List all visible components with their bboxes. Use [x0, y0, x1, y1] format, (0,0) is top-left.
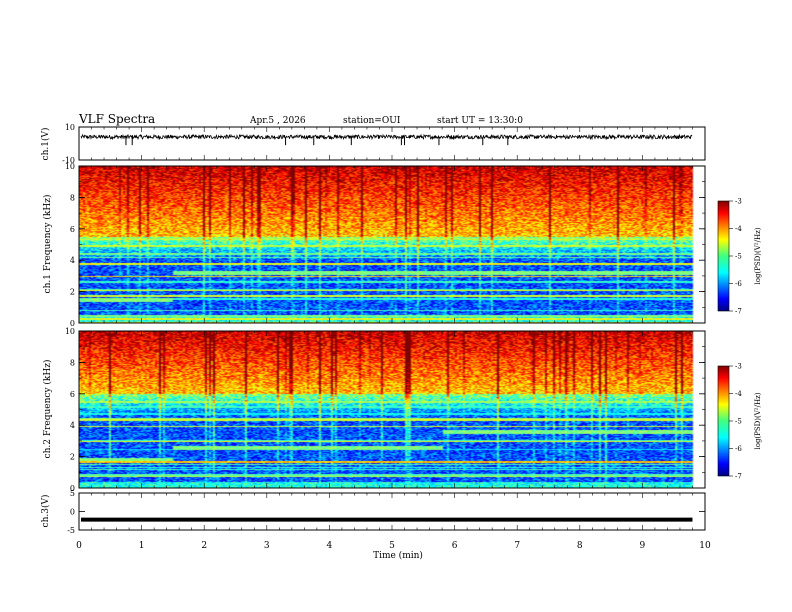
time-axis-tick-label: 3 [264, 541, 270, 551]
time-axis-tick-label: 8 [577, 541, 583, 551]
ch1-waveform-trace [80, 133, 693, 141]
date-label: Apr.5 , 2026 [249, 116, 306, 126]
cb1-tick-label: -7 [735, 308, 742, 316]
ch3-ytick-label: 0 [70, 508, 75, 517]
spec2-ytick-label: 2 [70, 453, 75, 462]
ch2-spectrogram-ylabel-text: ch.2 Frequency (kHz) [42, 360, 53, 459]
time-axis-tick-label: 6 [452, 541, 458, 551]
ch1-colorbar-gradient [717, 200, 730, 312]
spec2-ytick-label: 6 [70, 390, 75, 399]
ch3-waveform-ylabel: ch.3(V) [40, 495, 51, 528]
ch1-spectrogram-ylabel: ch.1 Frequency (kHz) [42, 195, 53, 294]
cb2-tick-label: -4 [735, 390, 742, 398]
time-axis: 0 1 2 3 4 5 6 7 8 9 10 [76, 541, 711, 551]
ch2-colorbar-label: log(PSD)(V²/Hz) [754, 392, 762, 449]
spec1-ytick-label: 8 [70, 193, 75, 202]
cb2-tick-label: -3 [735, 363, 742, 371]
spec1-ytick-label: 10 [65, 162, 75, 171]
spec1-ytick-label: 0 [70, 319, 75, 328]
time-axis-tick-label: 0 [76, 541, 82, 551]
ch1-ytick-label: -10 [62, 156, 75, 165]
ch1-waveform-panel: 10 -10 ch.1(V) [40, 123, 706, 165]
cb1-tick-label: -3 [735, 198, 742, 206]
spec1-ytick-label: 4 [70, 256, 75, 265]
ch1-spectrogram-image [79, 166, 705, 323]
ch3-ytick-label: 5 [70, 489, 75, 498]
ch2-spectrogram-panel: 0 2 4 6 8 10 ch.2 Frequency (kHz) [42, 327, 706, 493]
time-axis-tick-label: 10 [699, 541, 711, 551]
station-label: station=OUI [343, 116, 401, 126]
ch2-colorbar-gradient [717, 365, 730, 477]
time-axis-tick-label: 5 [389, 541, 395, 551]
time-axis-label: Time (min) [373, 550, 423, 561]
spec2-ytick-label: 0 [70, 484, 75, 493]
time-axis-tick-label: 9 [640, 541, 646, 551]
ch3-ytick-label: -5 [67, 526, 75, 535]
spec1-ytick-label: 2 [70, 288, 75, 297]
start-time-label: start UT = 13:30:0 [437, 116, 523, 126]
spec1-ytick-label: 6 [70, 225, 75, 234]
cb2-tick-label: -6 [735, 445, 742, 453]
ch1-colorbar-label: log(PSD)(V²/Hz) [754, 227, 762, 284]
ch2-colorbar: -3 -4 -5 -6 -7 log(PSD)(V²/Hz) [717, 363, 762, 481]
ch1-waveform-ylabel: ch.1(V) [40, 128, 51, 161]
ch2-spectrogram-image [79, 331, 705, 488]
time-axis-tick-label: 4 [327, 541, 333, 551]
spec2-ytick-label: 4 [70, 421, 75, 430]
ch2-spectrogram-ylabel: ch.2 Frequency (kHz) [42, 360, 53, 459]
cb1-tick-label: -4 [735, 225, 742, 233]
ch1-colorbar: -3 -4 -5 -6 -7 log(PSD)(V²/Hz) [717, 198, 762, 316]
time-axis-tick-label: 1 [139, 541, 145, 551]
figure-title: VLF Spectra [78, 112, 155, 126]
ch1-spectrogram-ylabel-text: ch.1 Frequency (kHz) [42, 195, 53, 294]
ch1-spectrogram-panel: 0 2 4 6 8 10 ch.1 Frequency (kHz) [42, 162, 706, 328]
cb2-tick-label: -5 [735, 418, 742, 426]
cb2-tick-label: -7 [735, 473, 742, 481]
ch3-waveform-panel: 5 0 -5 ch.3(V) [40, 489, 706, 535]
ch1-ytick-label: 10 [65, 123, 75, 132]
spec2-ytick-label: 10 [65, 327, 75, 336]
ch1-waveform-frame [78, 126, 706, 161]
ch3-waveform-frame [78, 492, 706, 531]
spec2-ytick-label: 8 [70, 358, 75, 367]
cb1-tick-label: -6 [735, 280, 742, 288]
time-axis-tick-label: 7 [514, 541, 520, 551]
time-axis-tick-label: 2 [201, 541, 207, 551]
cb1-tick-label: -5 [735, 253, 742, 261]
